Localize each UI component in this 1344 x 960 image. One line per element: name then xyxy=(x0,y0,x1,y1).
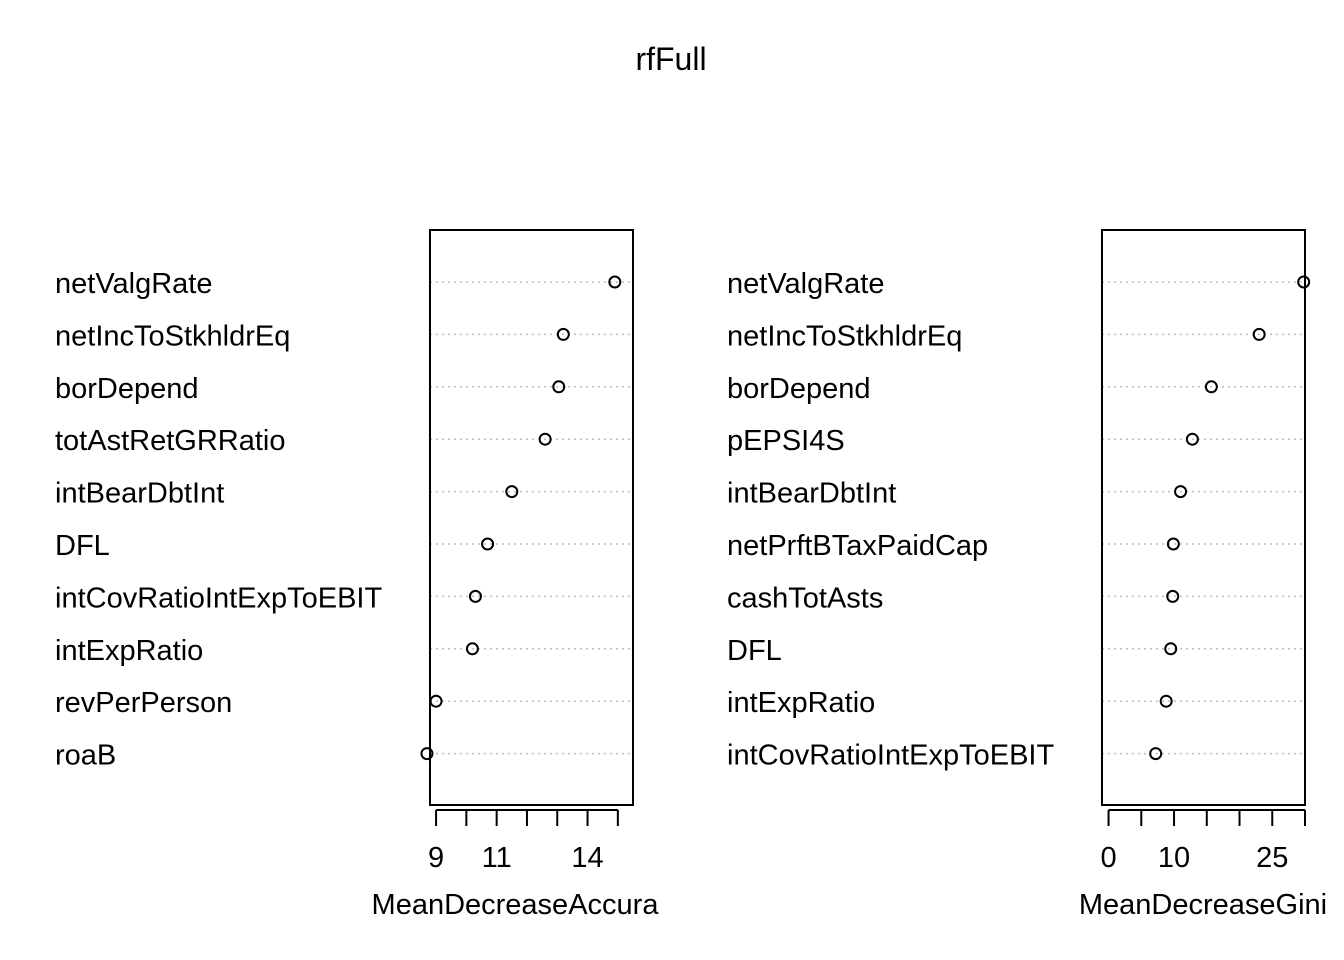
category-label: DFL xyxy=(55,530,110,562)
data-point xyxy=(1185,432,1199,446)
data-point xyxy=(538,432,552,446)
data-point xyxy=(1166,589,1180,603)
plot-title: rfFull xyxy=(635,41,706,77)
data-point xyxy=(1252,327,1266,341)
category-label: intCovRatioIntExpToEBIT xyxy=(55,582,382,614)
category-label: totAstRetGRRatio xyxy=(55,425,285,457)
category-label: revPerPerson xyxy=(55,687,232,719)
category-label: intCovRatioIntExpToEBIT xyxy=(727,740,1054,772)
data-point xyxy=(468,589,482,603)
data-point xyxy=(1159,694,1173,708)
category-label: intBearDbtInt xyxy=(55,478,224,510)
category-label: intExpRatio xyxy=(727,687,875,719)
data-point xyxy=(465,642,479,656)
category-label: borDepend xyxy=(55,373,199,405)
x-tick-label: 9 xyxy=(428,842,444,874)
x-tick-label: 10 xyxy=(1158,842,1190,874)
plot-frame xyxy=(1101,229,1306,806)
data-point xyxy=(1166,537,1180,551)
panel-2: netValgRate netIncToStkhldrEq borDepend pEP… xyxy=(727,229,1327,921)
category-label: netValgRate xyxy=(727,268,884,300)
data-point xyxy=(505,485,519,499)
x-tick-label: 25 xyxy=(1256,842,1288,874)
category-label: cashTotAsts xyxy=(727,582,883,614)
plot-frame xyxy=(429,229,634,806)
data-point xyxy=(1164,642,1178,656)
data-point xyxy=(556,327,570,341)
x-tick-label: 14 xyxy=(571,842,603,874)
panel-1: netValgRate netIncToStkhldrEq borDepend tot… xyxy=(55,229,660,921)
category-label: borDepend xyxy=(727,373,871,405)
data-point xyxy=(1204,380,1218,394)
data-point xyxy=(1297,275,1311,289)
x-tick-label: 11 xyxy=(482,842,512,874)
category-label: netIncToStkhldrEq xyxy=(55,320,290,352)
category-label: intExpRatio xyxy=(55,635,203,667)
category-label: netPrftBTaxPaidCap xyxy=(727,530,988,562)
data-point xyxy=(1174,485,1188,499)
data-point xyxy=(552,380,566,394)
data-point xyxy=(420,747,434,761)
category-label: netIncToStkhldrEq xyxy=(727,320,962,352)
x-tick-label: 0 xyxy=(1100,842,1116,874)
data-point xyxy=(481,537,495,551)
data-point xyxy=(608,275,622,289)
x-axis-label: MeanDecreaseAccura xyxy=(372,889,660,921)
x-axis-label: MeanDecreaseGini xyxy=(1079,889,1327,921)
data-point xyxy=(1149,747,1163,761)
category-label: intBearDbtInt xyxy=(727,478,896,510)
category-label: roaB xyxy=(55,740,116,772)
category-label: netValgRate xyxy=(55,268,212,300)
category-label: DFL xyxy=(727,635,782,667)
category-label: pEPSI4S xyxy=(727,425,845,457)
